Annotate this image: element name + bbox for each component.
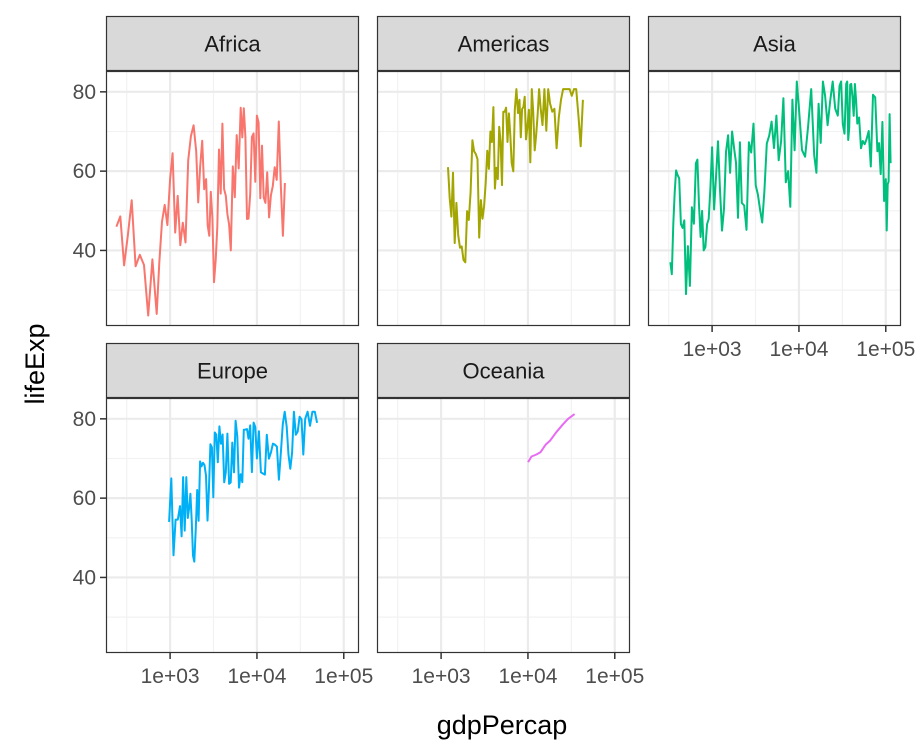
panel-border bbox=[647, 70, 902, 327]
facet-panels: Africa Americas Asia Europe Oceania bbox=[105, 15, 902, 654]
x-tick-label: 1e+03 bbox=[683, 338, 742, 361]
gridlines bbox=[106, 71, 359, 326]
gridlines bbox=[106, 398, 359, 653]
facet-strip bbox=[105, 15, 360, 72]
panel-background bbox=[377, 398, 630, 653]
y-tick-label: 40 bbox=[73, 239, 96, 262]
x-axis-title: gdpPercap bbox=[437, 710, 568, 740]
panel-border bbox=[376, 70, 631, 327]
panel-border bbox=[105, 397, 360, 654]
x-tick-label: 1e+04 bbox=[769, 338, 828, 361]
gridlines bbox=[377, 71, 630, 326]
facet-strip-label: Oceania bbox=[463, 359, 546, 384]
series-line-africa bbox=[115, 106, 286, 317]
panel-border bbox=[105, 70, 360, 327]
facet-strip bbox=[105, 342, 360, 399]
x-axis-ticks: 1e+03 1e+04 1e+05 1e+03 1e+04 1e+05 1e+03 1e+04… bbox=[141, 326, 915, 688]
y-tick-label: 60 bbox=[73, 487, 96, 510]
facet-strip-label: Americas bbox=[458, 32, 550, 57]
facet-strip-label: Europe bbox=[197, 359, 268, 384]
series-line-oceania bbox=[527, 413, 576, 463]
x-tick-label: 1e+03 bbox=[141, 665, 200, 688]
x-tick-label: 1e+04 bbox=[498, 665, 557, 688]
y-tick-label: 40 bbox=[73, 566, 96, 589]
facet-strip-label: Asia bbox=[753, 32, 797, 57]
facet-africa: Africa bbox=[105, 15, 360, 327]
x-tick-label: 1e+05 bbox=[314, 665, 373, 688]
facet-strip bbox=[376, 15, 631, 72]
series-line-asia bbox=[669, 80, 892, 296]
y-axis-title: lifeExp bbox=[20, 323, 50, 404]
x-tick-label: 1e+04 bbox=[227, 665, 286, 688]
facet-oceania: Oceania bbox=[376, 342, 631, 654]
facet-europe: Europe bbox=[105, 342, 360, 654]
panel-background bbox=[106, 398, 359, 653]
x-tick-label: 1e+03 bbox=[412, 665, 471, 688]
y-tick-label: 80 bbox=[73, 81, 96, 104]
facet-strip-label: Africa bbox=[204, 32, 261, 57]
x-tick-label: 1e+05 bbox=[856, 338, 915, 361]
series-line-europe bbox=[168, 410, 319, 563]
facet-americas: Americas bbox=[376, 15, 631, 327]
y-tick-label: 80 bbox=[73, 408, 96, 431]
panel-background bbox=[377, 71, 630, 326]
gridlines bbox=[377, 398, 630, 653]
y-tick-label: 60 bbox=[73, 160, 96, 183]
panel-border bbox=[376, 397, 631, 654]
y-axis-ticks: 40 60 80 40 60 80 bbox=[73, 81, 106, 589]
facet-asia: Asia bbox=[647, 15, 902, 327]
facet-strip bbox=[647, 15, 902, 72]
x-tick-label: 1e+05 bbox=[585, 665, 644, 688]
series-line-americas bbox=[447, 88, 584, 264]
facet-strip bbox=[376, 342, 631, 399]
